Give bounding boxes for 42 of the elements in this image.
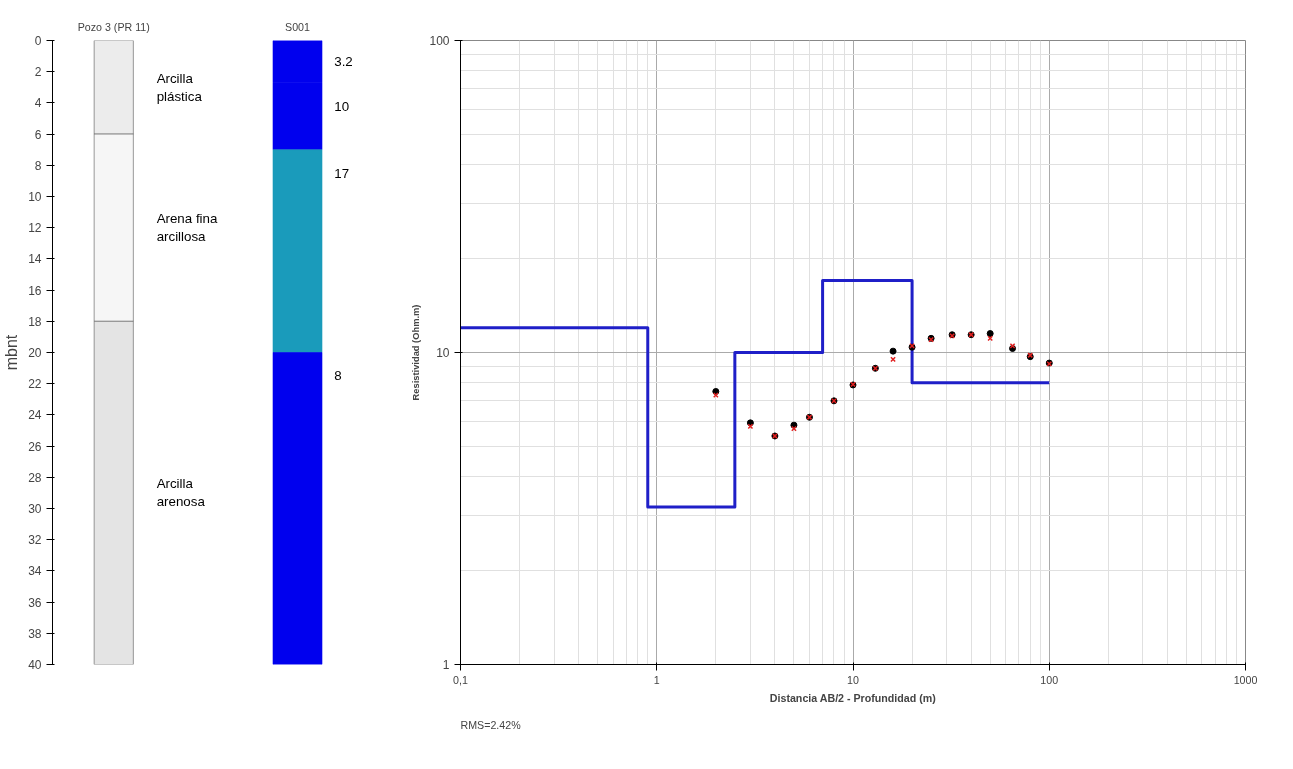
y-tick-label: 2 [34, 65, 42, 80]
y-tick-label: 100 [429, 34, 450, 48]
y-tick-label: 20 [28, 346, 42, 360]
y-tick-label: 1 [442, 658, 450, 672]
x-tick-label: S001 [285, 20, 311, 33]
y-tick-label: 38 [28, 626, 42, 641]
y-axis-title: Resistividad (Ohm.m) [411, 304, 422, 401]
series-label: Arcilla arenosa [156, 476, 206, 510]
x-tick-label: 1 [653, 673, 660, 686]
y-tick-label: 8 [34, 158, 42, 173]
annotation: 17 [334, 165, 350, 181]
annotation: 3.2 [334, 54, 353, 70]
annotation: 8 [334, 368, 342, 384]
x-tick-label: 10 [847, 673, 859, 686]
annotation: 10 [334, 98, 350, 114]
x-tick-label: 1000 [1233, 673, 1258, 686]
y-tick-label: 10 [436, 346, 450, 360]
x-tick-label: 0,1 [453, 673, 468, 686]
text: RMS=2.42% [460, 718, 522, 731]
series-label: Arcilla plástica [156, 70, 203, 104]
y-tick-label: 6 [34, 127, 42, 142]
y-tick-label: 12 [28, 221, 42, 236]
y-axis-title: mbnt [3, 334, 21, 371]
y-tick-label: 22 [28, 377, 42, 392]
y-tick-label: 0 [34, 34, 42, 48]
y-tick-label: 28 [28, 470, 42, 485]
y-tick-label: 4 [34, 96, 42, 111]
x-tick-label: Pozo 3 (PR 11) [77, 20, 150, 33]
y-tick-label: 10 [28, 190, 42, 204]
y-tick-label: 34 [28, 564, 42, 579]
y-tick-label: 16 [28, 283, 42, 298]
x-tick-label: 100 [1040, 673, 1059, 686]
y-tick-label: 40 [28, 658, 42, 672]
y-tick-label: 30 [28, 502, 42, 516]
y-tick-label: 14 [28, 252, 42, 267]
y-tick-label: 24 [28, 408, 42, 423]
y-tick-label: 32 [28, 533, 42, 548]
x-axis-title: Distancia AB/2 - Profundidad (m) [769, 691, 937, 704]
y-tick-label: 18 [28, 314, 42, 329]
y-tick-label: 36 [28, 595, 42, 610]
y-tick-label: 26 [28, 439, 42, 454]
series-label: Arena fina arcillosa [156, 211, 218, 245]
